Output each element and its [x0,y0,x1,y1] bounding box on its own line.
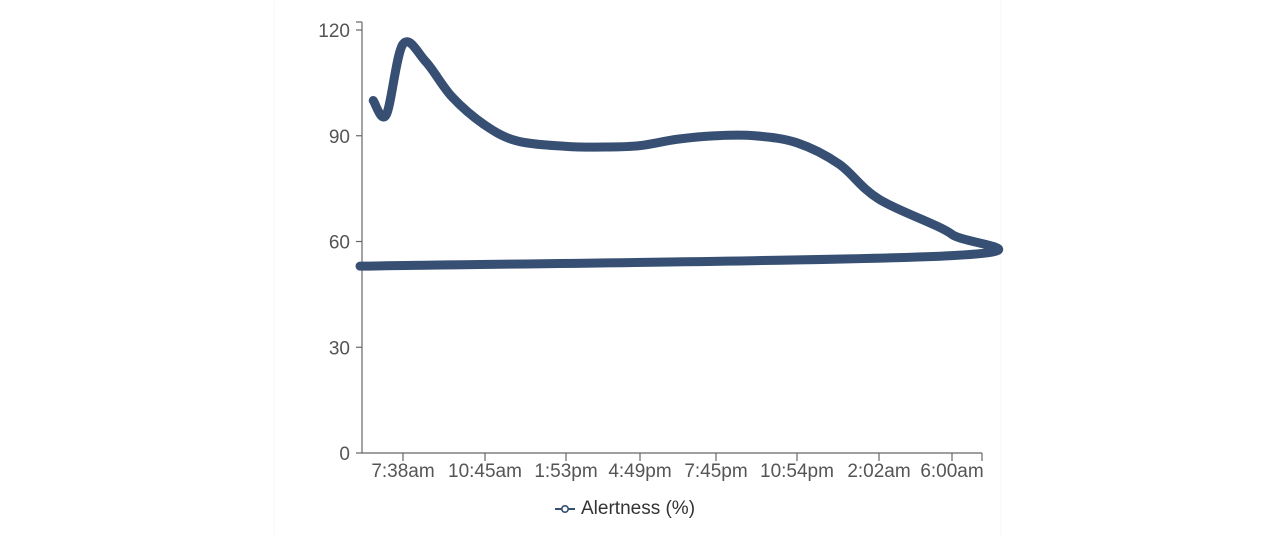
legend[interactable]: Alertness (%) [555,496,695,522]
x-tick-label: 6:00am [920,461,983,482]
x-tick-label: 7:45pm [684,461,747,482]
x-axis-ticks: 7:38am 10:45am 1:53pm 4:49pm 7:45pm 10:54pm 2:… [371,453,984,482]
axis-lines [361,22,982,454]
x-tick-label: 10:45am [448,461,522,482]
x-tick-label: 2:02am [847,461,910,482]
legend-label: Alertness (%) [581,498,696,519]
y-tick-label: 90 [329,127,350,148]
y-tick-label: 0 [339,444,350,465]
x-tick-label: 7:38am [371,461,434,482]
x-tick-label: 4:49pm [608,461,671,482]
y-axis-ticks: 0 30 60 90 120 [318,21,362,465]
y-tick-label: 120 [318,21,350,42]
series-lines [355,37,1004,271]
y-tick-label: 30 [329,338,350,359]
series-line-alertness[interactable] [355,37,1004,271]
x-tick-label: 1:53pm [534,461,597,482]
y-tick-label: 60 [329,233,350,254]
x-tick-label: 10:54pm [760,461,834,482]
legend-series-icon [555,504,575,514]
